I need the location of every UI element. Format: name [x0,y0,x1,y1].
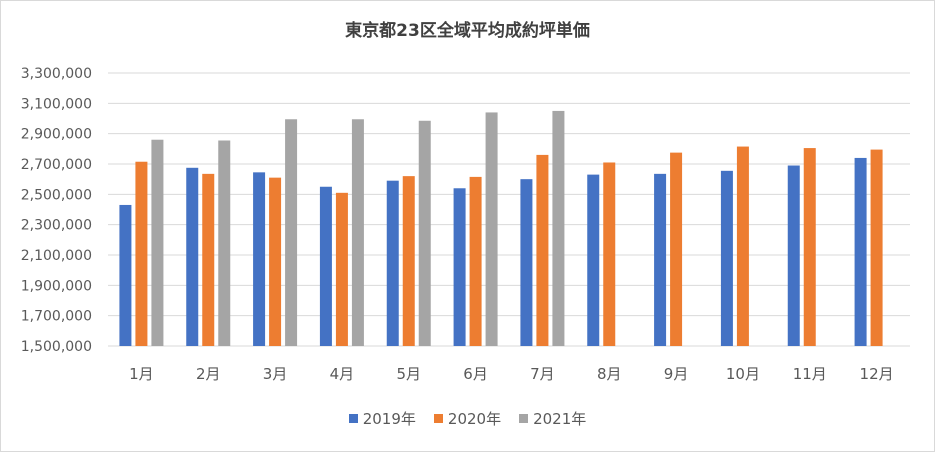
bar-2020年-3月 [269,177,282,346]
y-tick-label: 1,900,000 [21,278,92,294]
bar-2020年-11月 [803,148,816,346]
legend-item: 2019年 [348,408,416,429]
bar-2020年-10月 [736,146,749,346]
x-tick-label: 8月 [597,365,622,383]
bars [119,110,883,347]
bar-2020年-1月 [135,161,148,346]
bar-2021年-2月 [218,140,231,346]
legend-swatch [348,414,358,423]
legend-swatch [519,414,529,423]
bar-2020年-9月 [670,152,683,346]
bar-2020年-6月 [469,176,482,346]
x-tick-label: 7月 [530,365,555,383]
bar-2019年-10月 [720,170,733,346]
x-tick-label: 10月 [726,365,760,383]
bar-2021年-1月 [151,139,164,346]
legend-item: 2021年 [519,408,586,429]
y-tick-label: 2,300,000 [21,218,92,234]
y-tick-label: 3,100,000 [21,96,92,112]
x-tick-label: 2月 [196,365,221,383]
y-tick-label: 2,500,000 [21,187,92,203]
bar-2020年-7月 [536,154,549,346]
x-axis-tick-labels: 1月 2月 3月 4月 5月 6月 7月 8月 9月 10月 11月 12月 [129,365,893,383]
x-tick-label: 1月 [129,365,154,383]
x-tick-label: 5月 [396,365,421,383]
y-tick-label: 3,300,000 [21,66,92,82]
y-axis-tick-labels: 1,500,000 1,700,000 1,900,000 2,100,000 2,30… [21,66,92,355]
bar-2019年-2月 [186,167,199,346]
y-tick-label: 2,700,000 [21,157,92,173]
x-tick-label: 4月 [330,365,355,383]
bar-2020年-5月 [402,176,415,346]
bar-2019年-1月 [119,204,132,346]
legend: 2019年 2020年 2021年 [0,408,935,429]
bar-2019年-9月 [654,173,667,346]
x-tick-label: 9月 [664,365,689,383]
x-tick-label: 3月 [263,365,288,383]
x-tick-label: 12月 [860,365,894,383]
bar-2020年-12月 [870,149,883,346]
bar-2019年-7月 [520,179,533,346]
chart-title: 東京都23区全域平均成約坪単価 [345,21,590,41]
x-tick-label: 6月 [463,365,488,383]
bar-2019年-8月 [587,174,600,346]
bar-2021年-3月 [285,119,298,346]
y-tick-label: 1,700,000 [21,309,92,325]
bar-2021年-4月 [351,119,364,346]
bar-2019年-3月 [253,172,266,346]
bar-2019年-5月 [386,180,399,346]
bar-2019年-11月 [787,165,800,346]
legend-label: 2019年 [362,410,416,428]
y-tick-label: 2,100,000 [21,248,92,264]
y-tick-label: 2,900,000 [21,127,92,143]
bar-2021年-5月 [418,120,431,347]
bar-2019年-12月 [854,157,867,346]
bar-2019年-4月 [319,186,332,346]
bar-2021年-7月 [552,110,565,347]
bar-2021年-6月 [485,112,498,346]
bar-2020年-4月 [335,192,348,346]
legend-item: 2020年 [433,408,502,429]
legend-swatch [433,414,443,423]
legend-label: 2021年 [533,410,587,428]
bar-2019年-6月 [453,188,466,346]
legend-label: 2020年 [447,410,502,428]
gridlines [108,72,910,347]
bar-2020年-8月 [603,162,616,346]
bar-2020年-2月 [202,173,215,346]
y-tick-label: 1,500,000 [21,339,92,355]
x-tick-label: 11月 [793,365,827,383]
